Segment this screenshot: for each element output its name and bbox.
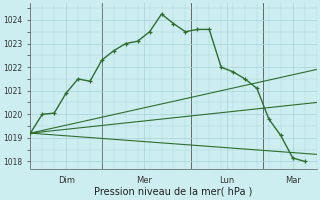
X-axis label: Pression niveau de la mer( hPa ): Pression niveau de la mer( hPa ) bbox=[94, 187, 252, 197]
